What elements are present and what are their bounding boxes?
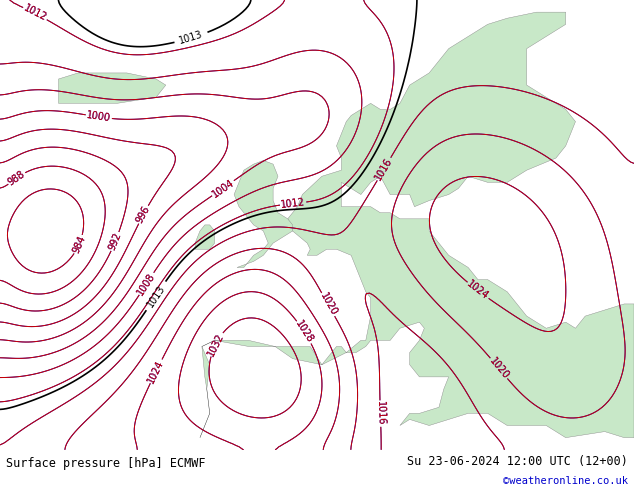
Text: 1004: 1004 xyxy=(210,177,236,199)
Text: 1024: 1024 xyxy=(146,358,166,385)
Text: 1024: 1024 xyxy=(465,279,491,302)
Text: 992: 992 xyxy=(107,231,124,252)
Text: 1024: 1024 xyxy=(465,279,491,302)
Text: 1016: 1016 xyxy=(373,156,394,182)
Text: 1012: 1012 xyxy=(22,3,48,24)
Text: 1028: 1028 xyxy=(294,319,315,345)
Text: 1012: 1012 xyxy=(280,197,306,210)
Text: 1032: 1032 xyxy=(206,331,226,357)
Text: 1024: 1024 xyxy=(146,358,166,385)
Text: 988: 988 xyxy=(6,169,27,187)
Text: Surface pressure [hPa] ECMWF: Surface pressure [hPa] ECMWF xyxy=(6,457,206,470)
Text: 1020: 1020 xyxy=(487,356,510,381)
Text: 1020: 1020 xyxy=(318,292,339,318)
Text: 996: 996 xyxy=(134,204,152,225)
Text: 1020: 1020 xyxy=(487,356,510,381)
Text: 1012: 1012 xyxy=(280,197,306,210)
Text: 988: 988 xyxy=(6,169,27,187)
Text: 1004: 1004 xyxy=(210,177,236,199)
Text: 996: 996 xyxy=(134,204,152,225)
Text: 1020: 1020 xyxy=(318,292,339,318)
Text: 1000: 1000 xyxy=(86,110,112,123)
Text: 1008: 1008 xyxy=(136,271,157,297)
Text: 1016: 1016 xyxy=(375,401,385,426)
Text: 1032: 1032 xyxy=(206,331,226,357)
Text: 984: 984 xyxy=(71,234,87,255)
Text: 1013: 1013 xyxy=(178,29,204,46)
Text: 1013: 1013 xyxy=(145,283,167,309)
Text: 1008: 1008 xyxy=(136,271,157,297)
Text: 1016: 1016 xyxy=(375,401,385,426)
Polygon shape xyxy=(200,12,634,438)
Text: 984: 984 xyxy=(71,234,87,255)
Polygon shape xyxy=(234,161,293,268)
Text: ©weatheronline.co.uk: ©weatheronline.co.uk xyxy=(503,476,628,486)
Text: 992: 992 xyxy=(107,231,124,252)
Text: 1012: 1012 xyxy=(22,3,48,24)
Text: Su 23-06-2024 12:00 UTC (12+00): Su 23-06-2024 12:00 UTC (12+00) xyxy=(407,455,628,467)
Text: 1016: 1016 xyxy=(373,156,394,182)
Polygon shape xyxy=(195,225,214,249)
Polygon shape xyxy=(58,73,166,103)
Text: 1000: 1000 xyxy=(86,110,112,123)
Text: 1028: 1028 xyxy=(294,319,315,345)
